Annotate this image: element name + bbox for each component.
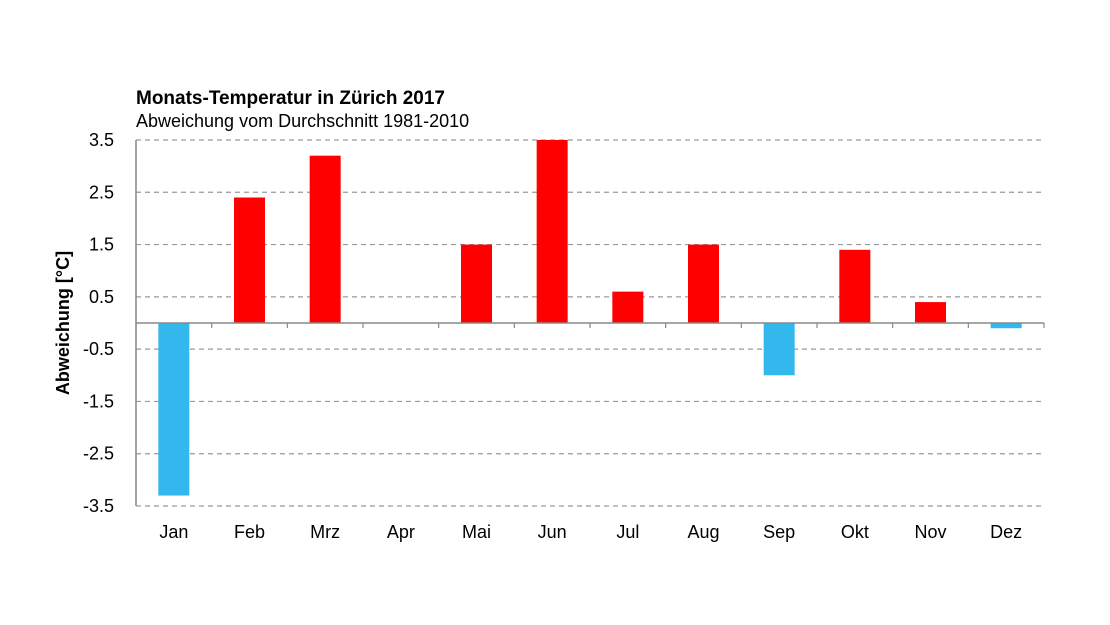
x-tick-label: Jan [159,522,188,542]
chart-title: Monats-Temperatur in Zürich 2017 [136,88,445,109]
y-tick-label: 0.5 [89,287,114,307]
bar-jul [612,291,644,323]
bar-nov [915,302,946,323]
x-tick-label: Aug [687,522,719,542]
y-tick-label: -3.5 [83,496,114,516]
axes [135,140,1045,506]
x-tick-label: Nov [914,522,946,542]
y-tick-label: 1.5 [89,235,114,255]
x-tick-label: Apr [387,522,415,542]
x-tick-labels: Jan Feb Mrz Apr Mai Jun Jul Aug Sep Okt Nov Dez [159,522,1022,542]
x-tick-label: Dez [990,522,1022,542]
y-tick-label: 3.5 [89,130,114,150]
x-tick-label: Jun [538,522,567,542]
x-tick-label: Feb [234,522,265,542]
x-tick-label: Okt [841,522,869,542]
y-tick-label: -1.5 [83,391,114,411]
bar-jan [158,323,190,496]
bar-jun [536,140,568,323]
y-axis-label: Abweichung [°C] [53,251,73,395]
bar-okt [839,249,871,323]
x-tick-label: Jul [616,522,639,542]
y-tick-labels: 3.5 2.5 1.5 0.5 -0.5 -1.5 -2.5 -3.5 [83,130,114,516]
x-tick-label: Sep [763,522,795,542]
bar-mai [461,244,492,323]
gridlines [136,139,1044,507]
y-tick-label: -0.5 [83,339,114,359]
bar-aug [688,244,719,323]
chart-subtitle: Abweichung vom Durchschnitt 1981-2010 [136,111,469,131]
bar-sep [763,323,795,376]
y-tick-label: -2.5 [83,444,114,464]
x-tick-label: Mrz [310,522,340,542]
bars [158,140,1022,496]
x-tick-label: Mai [462,522,491,542]
bar-dez [990,323,1022,329]
bar-mrz [309,155,341,323]
y-tick-label: 2.5 [89,182,114,202]
bar-feb [234,197,265,323]
